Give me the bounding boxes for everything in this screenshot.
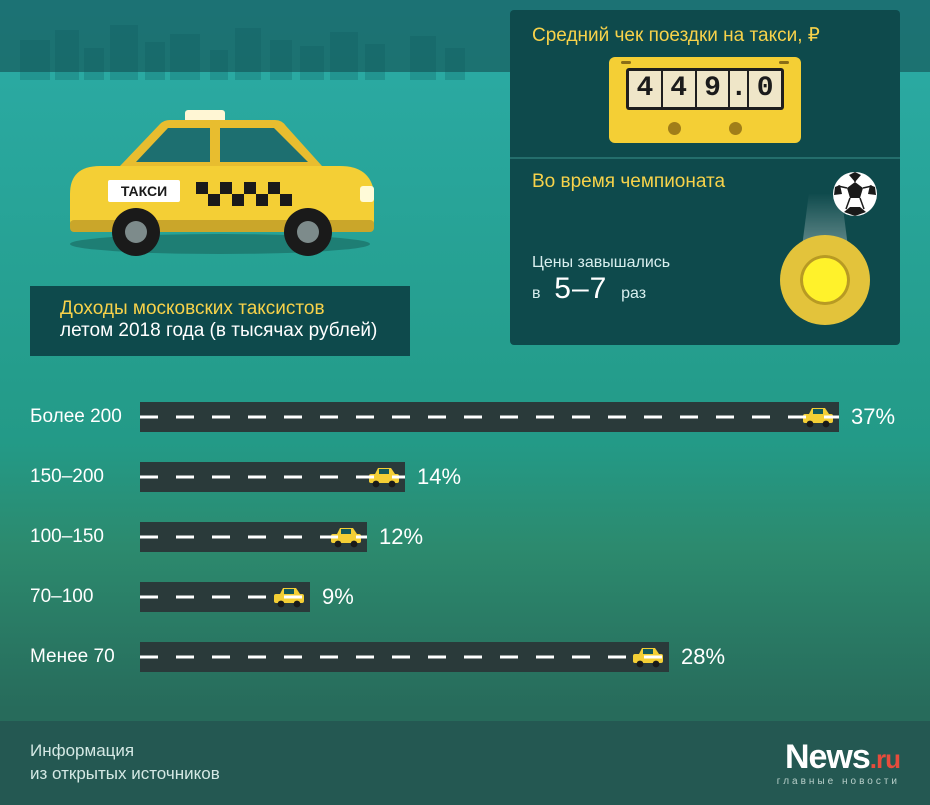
bar-percentage: 28% — [681, 644, 725, 670]
odometer-digit: 4 — [663, 71, 695, 107]
news-logo: News.ru главные новости — [777, 740, 900, 787]
bar-label: 100–150 — [30, 526, 140, 548]
footer: Информацияиз открытых источников News.ru… — [0, 721, 930, 805]
odometer-digit: 9 — [697, 71, 729, 107]
bar-road — [140, 642, 669, 672]
odometer-dot: . — [730, 71, 747, 107]
bar-label: Менее 70 — [30, 646, 140, 668]
bar-road — [140, 462, 405, 492]
income-title-l1: Доходы московских таксистов — [60, 298, 392, 320]
odometer-digit: 4 — [629, 71, 661, 107]
bar-percentage: 9% — [322, 584, 354, 610]
tiny-taxi-icon — [272, 586, 306, 612]
fare-odometer: 4 4 9 . 0 — [609, 57, 801, 143]
chart-bar-row: 70–100 9% — [30, 578, 900, 616]
chart-bar-row: 150–200 14% — [30, 458, 900, 496]
divider — [510, 157, 900, 159]
coin-icon — [780, 235, 870, 325]
bar-road — [140, 402, 839, 432]
tiny-taxi-icon — [631, 646, 665, 672]
chart-bar-row: Менее 70 28% — [30, 638, 900, 676]
fare-panel: Средний чек поездки на такси, ₽ 4 4 9 . … — [510, 10, 900, 345]
bar-road — [140, 582, 310, 612]
svg-text:ТАКСИ: ТАКСИ — [121, 183, 167, 199]
tiny-taxi-icon — [367, 466, 401, 492]
bar-percentage: 37% — [851, 404, 895, 430]
tiny-taxi-icon — [801, 406, 835, 432]
taxi-illustration: ТАКСИ — [50, 104, 390, 244]
tiny-taxi-icon — [329, 526, 363, 552]
fare-title: Средний чек поездки на такси, ₽ — [532, 24, 878, 47]
income-title-l2: летом 2018 года (в тысячах рублей) — [60, 320, 392, 342]
odometer-digit: 0 — [749, 71, 781, 107]
bar-percentage: 14% — [417, 464, 461, 490]
championship-label: Во время чемпионата — [532, 171, 725, 193]
income-bar-chart: Более 200 37% 150–200 14% 100–150 12% 70–10… — [30, 398, 900, 698]
bar-label: 150–200 — [30, 466, 140, 488]
bar-label: Более 200 — [30, 406, 140, 428]
price-increase-text: Цены завышались в 5–7 раз — [532, 254, 670, 306]
bar-road — [140, 522, 367, 552]
bar-percentage: 12% — [379, 524, 423, 550]
source-label: Информацияиз открытых источников — [30, 740, 220, 786]
income-title-panel: Доходы московских таксистов летом 2018 г… — [30, 286, 410, 356]
bar-label: 70–100 — [30, 586, 140, 608]
chart-bar-row: 100–150 12% — [30, 518, 900, 556]
chart-bar-row: Более 200 37% — [30, 398, 900, 436]
